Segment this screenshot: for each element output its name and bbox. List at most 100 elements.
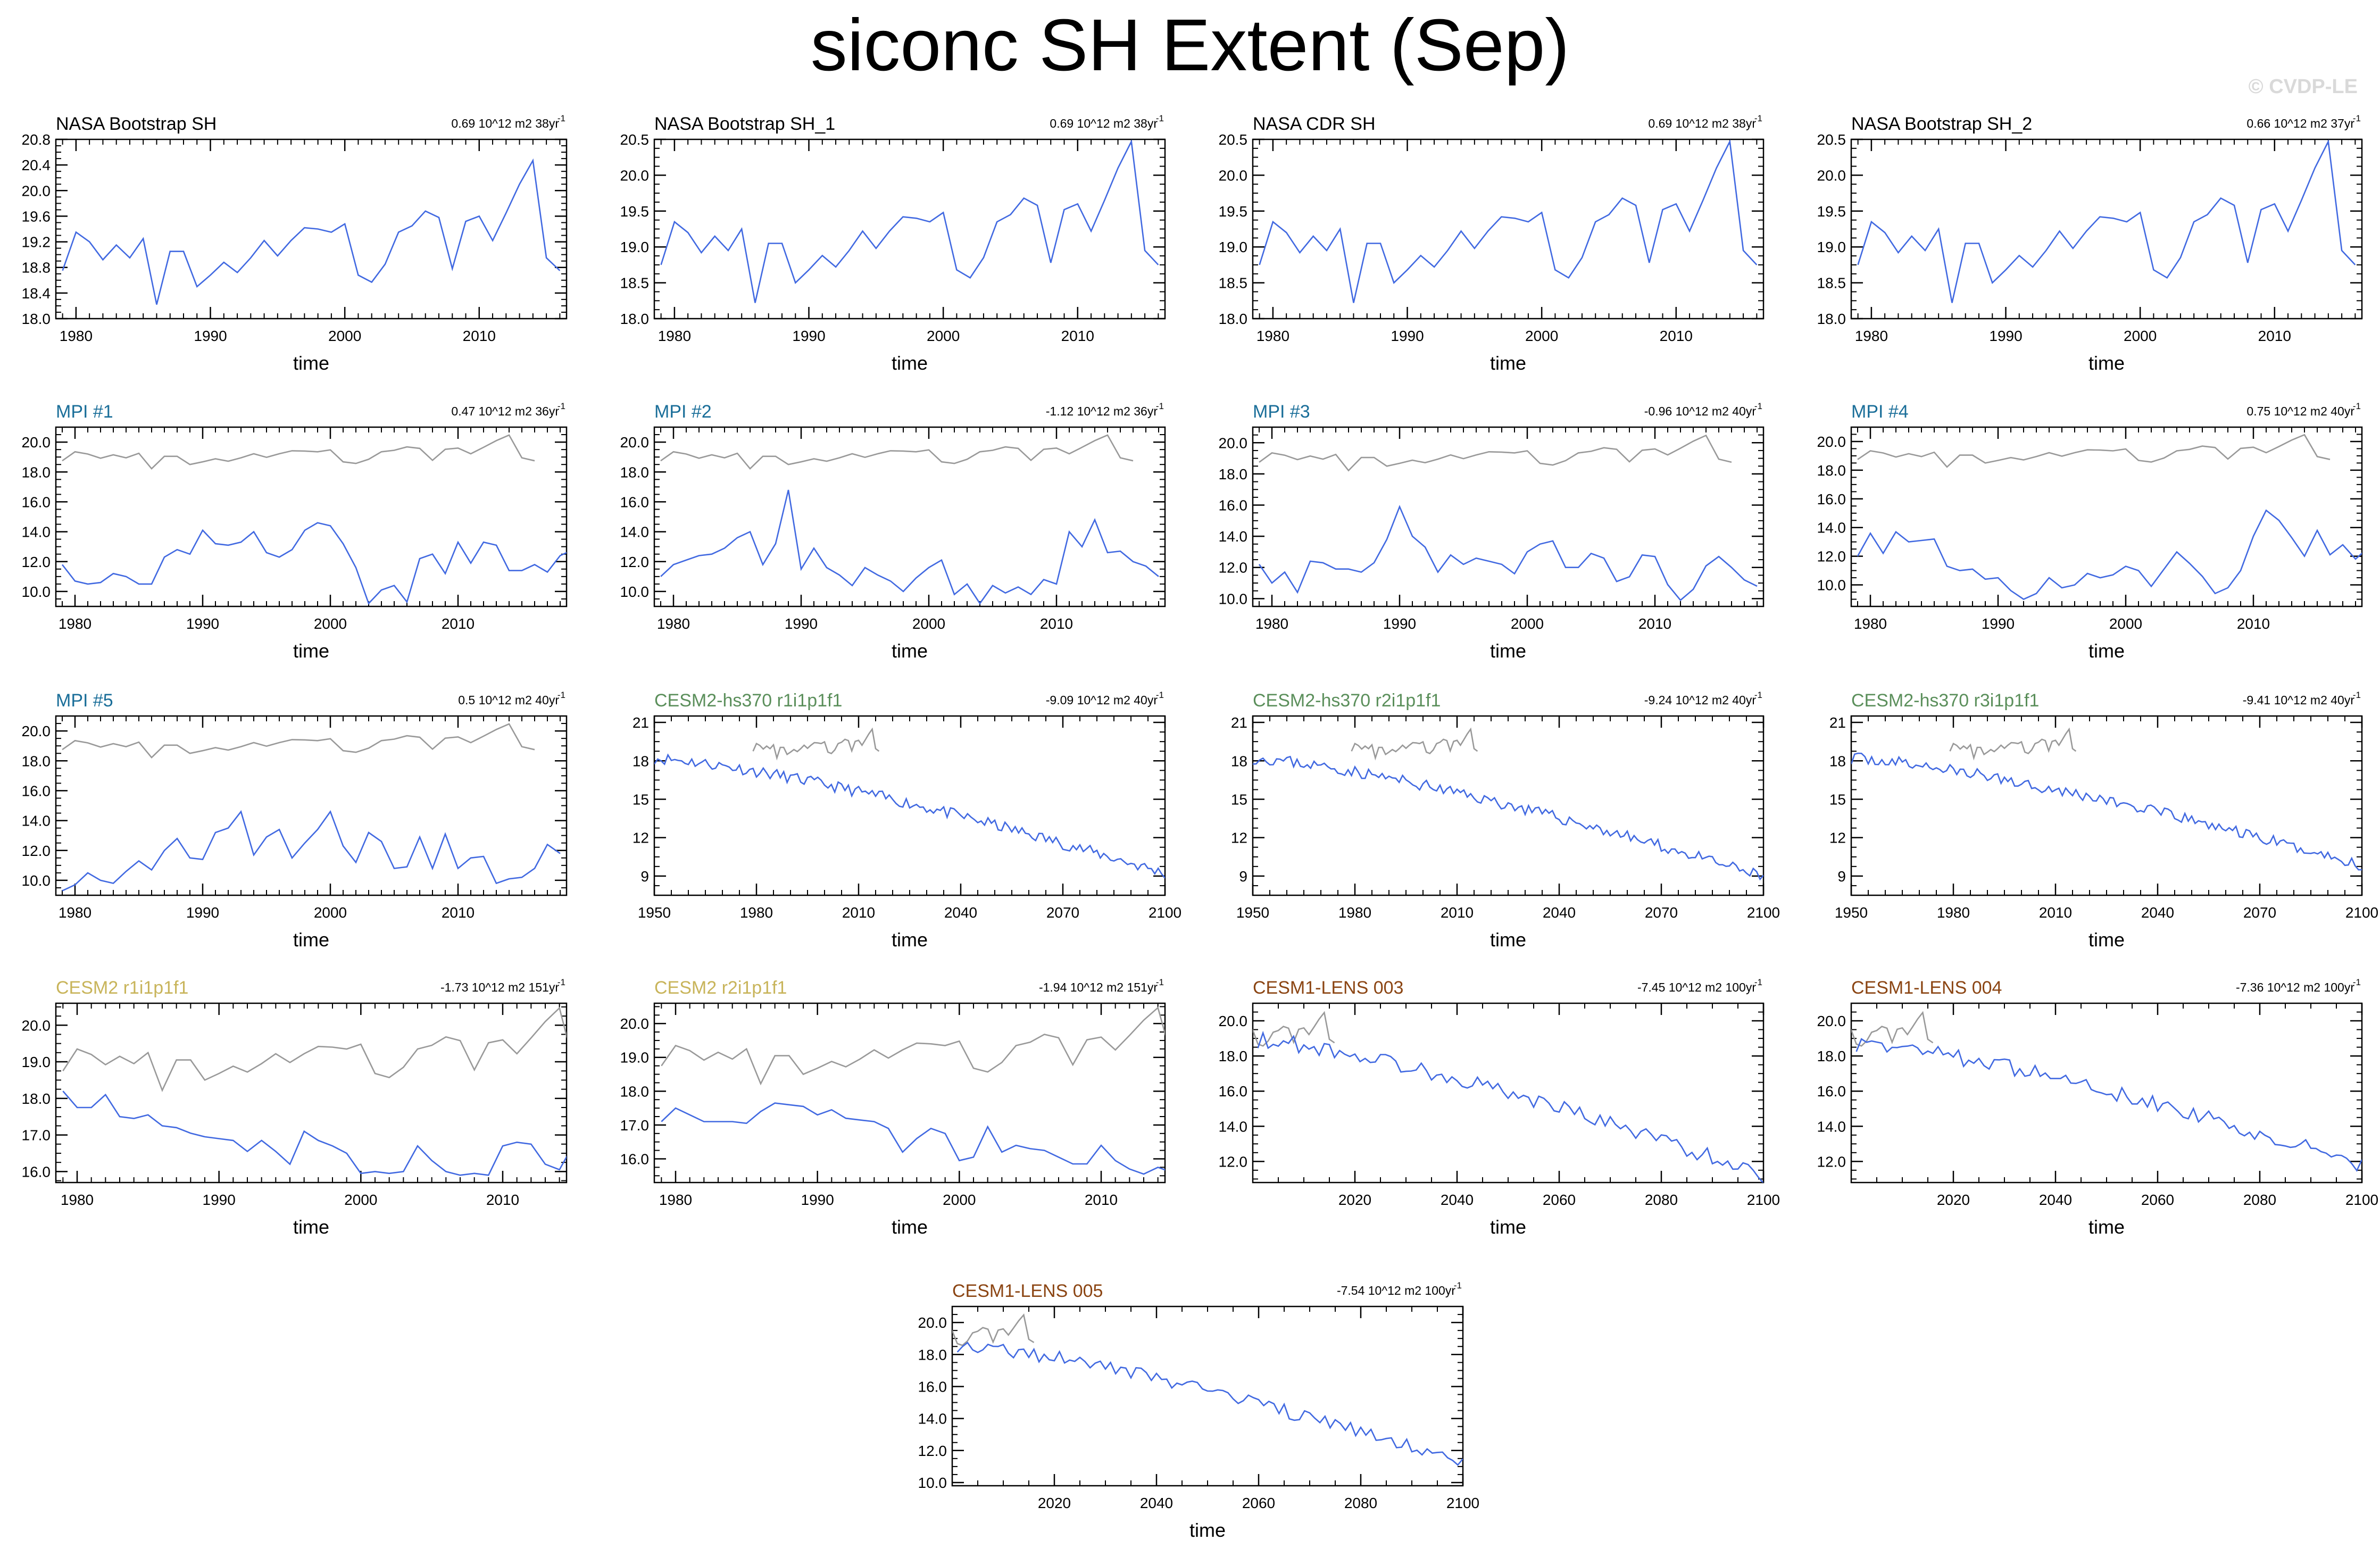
y-tick-label: 20.0: [620, 434, 650, 451]
observation-series-line: [660, 434, 1134, 470]
plot-frame: [1850, 138, 2363, 320]
y-tick-label: 19.5: [1219, 203, 1248, 220]
observation-series-line: [62, 434, 535, 470]
chart-panel: 1950 1980 2010 2040 2070 2100 9 12 15 18 21 CESM2-h…: [1829, 690, 2378, 951]
chart-panel: 1980 1990 2000 2010 10.0 12.0 14.0 16.0 18.0 20.0…: [22, 401, 568, 662]
trend-label: -9.24 10^12 m2 40yr: [1644, 693, 1757, 707]
x-tick-label: 1980: [1855, 328, 1888, 344]
y-tick-label: 15: [633, 791, 649, 808]
x-tick-label: 2010: [2258, 328, 2291, 344]
y-tick-label: 20.0: [22, 1017, 51, 1034]
trend-label: 0.69 10^12 m2 38yr: [1648, 116, 1756, 130]
y-tick-label: 18: [1231, 753, 1247, 769]
x-tick-label: 2100: [1446, 1495, 1479, 1511]
chart-panel: 2020 2040 2060 2080 2100 12.0 14.0 16.0 18.0 20.0…: [1219, 977, 1780, 1238]
y-tick-label: 10.0: [620, 584, 650, 600]
panel-title: CESM1-LENS 005: [952, 1281, 1103, 1301]
x-axis-label: time: [892, 640, 928, 662]
y-tick-label: 14.0: [1817, 520, 1846, 536]
panel-title: MPI #3: [1253, 402, 1310, 422]
x-tick-label: 2100: [1747, 1192, 1780, 1208]
y-tick-label: 16.0: [1219, 497, 1248, 514]
plot-frame: [1850, 715, 2363, 896]
trend-exponent: -1: [557, 977, 565, 987]
y-tick-label: 20.0: [22, 723, 51, 739]
trend-label: 0.5 10^12 m2 40yr: [458, 693, 559, 707]
x-axis-label: time: [1189, 1519, 1226, 1541]
x-tick-label: 1980: [1854, 615, 1887, 632]
y-tick-label: 19.0: [1817, 239, 1846, 255]
y-tick-label: 20.0: [22, 434, 51, 451]
panel-title: NASA Bootstrap SH_1: [654, 114, 835, 134]
y-tick-label: 9: [1239, 868, 1247, 885]
observation-series-line: [1259, 434, 1732, 472]
x-tick-label: 1980: [1255, 615, 1288, 632]
plot-frame: [951, 1305, 1464, 1487]
y-tick-label: 12.0: [918, 1443, 947, 1459]
y-tick-label: 16.0: [620, 1151, 650, 1167]
x-tick-label: 2000: [344, 1192, 377, 1208]
y-tick-label: 20.0: [22, 182, 51, 199]
y-tick-label: 20.0: [620, 167, 650, 184]
x-axis-label: time: [892, 352, 928, 374]
trend-exponent: -1: [1754, 113, 1762, 123]
y-tick-label: 9: [640, 868, 649, 885]
trend-exponent: -1: [1754, 401, 1762, 411]
y-tick-label: 20.0: [1817, 1013, 1846, 1029]
x-tick-label: 2100: [1747, 904, 1780, 921]
x-axis-label: time: [293, 1216, 329, 1238]
x-tick-label: 2000: [314, 615, 347, 632]
y-tick-label: 21: [1231, 714, 1247, 731]
y-tick-label: 19.2: [22, 234, 51, 251]
trend-exponent: -1: [1754, 690, 1762, 700]
x-tick-label: 1990: [186, 904, 219, 921]
panel-title: CESM2 r2i1p1f1: [654, 978, 787, 998]
plot-frame: [55, 1002, 568, 1184]
y-tick-label: 12.0: [1817, 548, 1846, 565]
x-tick-label: 2060: [2141, 1192, 2174, 1208]
y-tick-label: 14.0: [22, 813, 51, 829]
y-tick-label: 14.0: [1219, 1118, 1248, 1135]
trend-exponent: -1: [1454, 1280, 1462, 1291]
y-tick-label: 16.0: [620, 494, 650, 510]
trend-exponent: -1: [557, 113, 565, 123]
trend-exponent: -1: [2353, 977, 2361, 987]
plot-frame: [1252, 715, 1765, 896]
trend-exponent: -1: [2353, 401, 2361, 411]
x-tick-label: 2040: [2141, 904, 2174, 921]
y-tick-label: 10.0: [1817, 577, 1846, 594]
panel-title: NASA CDR SH: [1253, 114, 1376, 134]
x-tick-label: 2020: [1338, 1192, 1371, 1208]
y-tick-label: 18.0: [22, 753, 51, 769]
observation-series-line: [1851, 1011, 1934, 1047]
plot-frame: [653, 138, 1166, 320]
y-tick-label: 12: [633, 830, 649, 846]
y-tick-label: 10.0: [22, 872, 51, 889]
x-tick-label: 2010: [842, 904, 875, 921]
x-tick-label: 1980: [1256, 328, 1289, 344]
x-axis-label: time: [1490, 1216, 1526, 1238]
y-tick-label: 16.0: [1817, 1083, 1846, 1100]
chart-panel: 1980 1990 2000 2010 18.0 18.5 19.0 19.5 20.0 20.5…: [620, 113, 1166, 374]
trend-label: -1.73 10^12 m2 151yr: [440, 980, 559, 994]
panel-title: CESM2-hs370 r1i1p1f1: [654, 690, 842, 711]
panel-title: CESM1-LENS 004: [1851, 978, 2002, 998]
y-tick-label: 14.0: [1219, 528, 1248, 545]
x-tick-label: 2020: [1038, 1495, 1071, 1511]
model-series-line: [660, 489, 1159, 605]
model-series-line: [661, 1102, 1165, 1175]
y-tick-label: 18.0: [918, 1346, 947, 1363]
x-tick-label: 1990: [1982, 615, 2015, 632]
y-tick-label: 18.0: [1817, 311, 1846, 327]
chart-panel: 1980 1990 2000 2010 10.0 12.0 14.0 16.0 18.0 20.0…: [22, 690, 568, 951]
y-tick-label: 20.0: [1219, 435, 1248, 451]
trend-label: -0.96 10^12 m2 40yr: [1644, 404, 1757, 418]
x-tick-label: 1950: [1236, 904, 1269, 921]
x-tick-label: 2060: [1242, 1495, 1275, 1511]
y-tick-label: 20.5: [1219, 131, 1248, 148]
model-series-line: [62, 158, 561, 305]
plot-frame: [1252, 426, 1765, 607]
y-tick-label: 16.0: [1219, 1083, 1248, 1100]
y-tick-label: 18.5: [1817, 275, 1846, 292]
